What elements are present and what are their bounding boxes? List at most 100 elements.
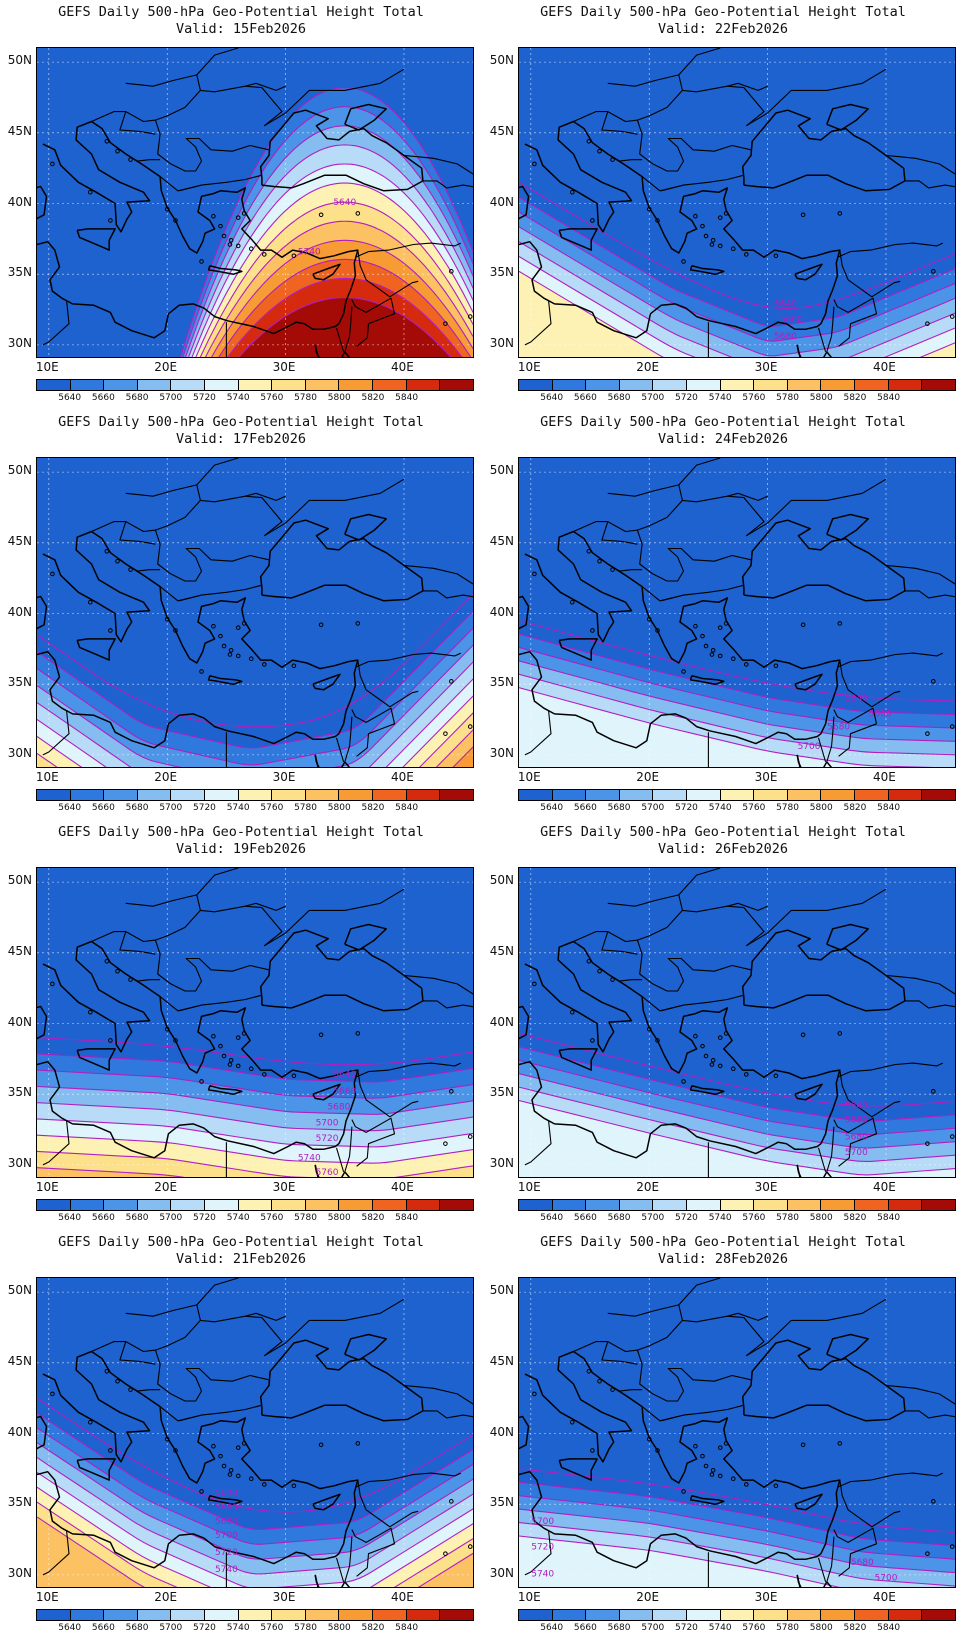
contour-line: [519, 256, 955, 357]
colorbar-swatch: [653, 1200, 688, 1210]
island: [925, 1141, 930, 1146]
latitude-label: 35N: [489, 675, 514, 690]
island: [693, 1033, 698, 1039]
country-border: [839, 250, 901, 298]
island: [949, 1134, 955, 1139]
panel-valid-date: Valid: 15Feb2026: [175, 21, 307, 37]
country-border: [154, 119, 270, 172]
island: [235, 1473, 241, 1479]
colorbar-label: 5820: [361, 1623, 385, 1633]
longitude-label: 30E: [754, 770, 778, 784]
country-border: [178, 184, 202, 192]
coastline: [312, 263, 341, 281]
colorbar-label: 5660: [91, 393, 115, 403]
colorbar-swatch: [754, 790, 788, 800]
island: [211, 623, 216, 629]
country-border: [904, 590, 955, 599]
contour-line: [519, 211, 955, 342]
contour-line: [37, 1102, 473, 1132]
country-border: [119, 931, 156, 955]
contour-line: [519, 620, 955, 702]
country-border: [119, 111, 156, 135]
colorbar-label: 5800: [327, 1623, 351, 1633]
coastline: [259, 1339, 424, 1416]
colorbar-label: 5660: [91, 1623, 115, 1633]
country-border: [119, 521, 156, 545]
island: [218, 1043, 223, 1049]
island: [655, 1448, 660, 1453]
island: [773, 663, 779, 669]
colorbar-swatch: [619, 790, 654, 800]
country-border: [678, 868, 721, 911]
island: [87, 1419, 93, 1425]
colorbar-swatch: [619, 1610, 654, 1620]
coastline: [796, 754, 801, 767]
colorbar-swatch: [855, 1200, 889, 1210]
latitude-label: 50N: [489, 873, 514, 888]
coastline: [796, 344, 801, 357]
colorbar-swatch: [552, 1200, 587, 1210]
contour-label: 5660: [215, 1503, 238, 1513]
island: [218, 223, 223, 229]
island: [590, 218, 595, 223]
latitude-label: 40N: [7, 1424, 32, 1439]
contour-label: 5760: [316, 1168, 339, 1178]
colorbar-swatch: [37, 790, 71, 800]
colorbar-label: 5640: [540, 1213, 564, 1223]
panel-title: GEFS Daily 500-hPa Geo-Potential Height …: [58, 4, 424, 20]
island: [50, 571, 55, 577]
colorbar-label: 5760: [742, 393, 766, 403]
island: [586, 1369, 592, 1374]
contour-line: [519, 241, 955, 357]
country-border: [641, 1404, 745, 1422]
colorbar-swatch: [339, 790, 374, 800]
colorbar-swatch: [205, 790, 239, 800]
colorbar-swatch: [406, 1610, 441, 1620]
panel-valid-date: Valid: 21Feb2026: [175, 1251, 307, 1267]
contour-label: 5640: [845, 694, 868, 704]
contour-label: 5640: [845, 1101, 868, 1111]
island: [646, 1436, 652, 1442]
contour-line: [37, 1085, 473, 1115]
contour-label: 5700: [215, 1531, 238, 1541]
colorbar-swatch: [687, 1610, 721, 1620]
coastline: [519, 185, 530, 220]
island: [700, 223, 705, 229]
colorbar-label: 5720: [675, 803, 698, 813]
contour-label: 5660: [869, 710, 892, 720]
colorbar-label: 5640: [58, 803, 82, 813]
island: [717, 215, 723, 220]
island: [703, 1463, 709, 1469]
contour-line: [519, 1099, 955, 1176]
island: [717, 243, 723, 249]
island: [443, 1551, 448, 1556]
island: [449, 1089, 454, 1094]
panel-valid-date: Valid: 19Feb2026: [175, 841, 307, 857]
colorbar-label: 5680: [125, 1213, 149, 1223]
country-border: [826, 1536, 835, 1583]
coastline: [741, 929, 906, 1006]
panel-valid-date: Valid: 26Feb2026: [657, 841, 789, 857]
latitude-label: 40N: [489, 1014, 514, 1029]
island: [449, 679, 454, 684]
country-border: [607, 153, 643, 162]
island: [199, 1079, 204, 1084]
contour-line: [37, 678, 473, 767]
coastline: [519, 120, 841, 339]
longitude-label: 30E: [754, 1590, 778, 1604]
island: [597, 558, 602, 564]
contour-line: [519, 1032, 955, 1107]
country-border: [403, 1384, 473, 1405]
island: [235, 243, 241, 249]
colorbar-label: 5720: [193, 393, 216, 403]
colorbar-swatch: [586, 380, 620, 390]
colorbar-label: 5700: [641, 1213, 665, 1223]
country-border: [42, 1120, 70, 1166]
island: [104, 549, 110, 554]
coastline: [743, 1404, 906, 1422]
island: [655, 628, 660, 633]
island: [355, 621, 361, 626]
country-border: [904, 1410, 955, 1419]
contour-line: [204, 220, 473, 357]
island: [700, 1453, 705, 1459]
